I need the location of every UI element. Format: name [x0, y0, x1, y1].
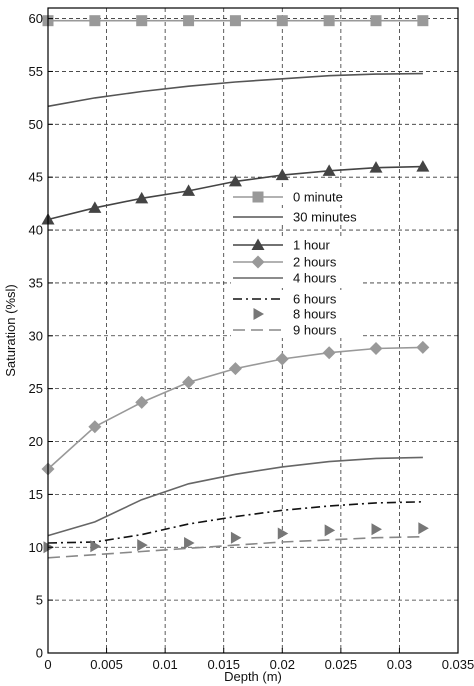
y-tick-label: 55	[29, 64, 43, 79]
legend-label: 0 minute	[293, 190, 343, 205]
marker-2-hours	[322, 346, 336, 360]
marker-0-minute	[370, 15, 382, 27]
series-line-4-hours	[47, 456, 423, 537]
series-lines	[47, 19, 423, 559]
marker-8-hours	[324, 524, 336, 537]
marker-1-hour	[135, 191, 149, 204]
legend-entry-2-hours: 2 hours	[231, 253, 361, 270]
legend-label: 6 hours	[293, 292, 337, 307]
y-tick-label: 25	[29, 381, 43, 396]
legend-marker-sample	[252, 191, 264, 203]
marker-1-hour	[88, 201, 102, 213]
marker-2-hours	[135, 395, 149, 409]
x-tick-label: 0.01	[152, 657, 177, 672]
y-tick-label: 0	[36, 646, 43, 661]
marker-8-hours	[277, 527, 289, 540]
y-tick-label: 60	[29, 11, 43, 26]
legend-entry-4-hours: 4 hours	[231, 269, 361, 286]
legend-label: 8 hours	[293, 307, 337, 322]
marker-0-minute	[276, 15, 288, 27]
marker-2-hours	[416, 340, 430, 354]
legend-label: 4 hours	[293, 271, 337, 286]
legend-marker-sample	[251, 255, 265, 269]
x-tick-label: 0.015	[207, 657, 240, 672]
marker-1-hour	[416, 160, 430, 172]
x-tick-label: 0.02	[270, 657, 295, 672]
legend-entry-8-hours: 8 hours	[231, 305, 361, 322]
x-tick-label: 0.03	[387, 657, 412, 672]
legend-marker-sample	[253, 308, 264, 320]
x-tick-label: 0.025	[325, 657, 358, 672]
legend-entry-30-minutes: 30 minutes	[231, 208, 361, 225]
plot-frame	[47, 7, 459, 654]
y-tick-label: 30	[29, 328, 43, 343]
marker-0-minute	[229, 15, 241, 27]
legend-entry-9-hours: 9 hours	[231, 321, 361, 338]
marker-1-hour	[228, 174, 242, 187]
x-tick-label: 0.035	[442, 657, 474, 672]
y-tick-labels: 0 5 10 15 20 25 30 35 40 45 50 55 60	[29, 11, 43, 660]
legend-entry-6-hours: 6 hours	[231, 290, 361, 307]
marker-2-hours	[88, 420, 102, 434]
series-line-6-hours	[47, 501, 423, 544]
y-tick-label: 50	[29, 117, 43, 132]
y-tick-label: 40	[29, 223, 43, 238]
marker-1-hour	[369, 161, 383, 173]
marker-0-minute	[183, 15, 195, 27]
marker-8-hours	[418, 522, 429, 535]
marker-0-minute	[89, 15, 101, 27]
y-tick-label: 20	[29, 434, 43, 449]
y-tick-label: 45	[29, 170, 43, 185]
legend-marker-sample	[251, 238, 265, 250]
marker-1-hour	[322, 164, 336, 176]
legend-entry-background	[231, 253, 361, 270]
legend-entry-background	[231, 305, 361, 322]
marker-2-hours	[369, 341, 383, 355]
x-tick-label: 0	[44, 657, 51, 672]
marker-0-minute	[136, 15, 148, 27]
y-tick-label: 35	[29, 275, 43, 290]
y-tick-label: 10	[29, 540, 43, 555]
series-line-9-hours	[47, 535, 423, 559]
marker-1-hour	[182, 184, 196, 196]
marker-0-minute	[323, 15, 335, 27]
marker-8-hours	[90, 540, 101, 553]
legend-entry-0-minute: 0 minute	[231, 188, 361, 205]
marker-8-hours	[137, 539, 148, 552]
marker-8-hours	[371, 523, 382, 536]
legend-entry-background	[231, 290, 361, 307]
legend-label: 9 hours	[293, 323, 337, 338]
x-tick-labels: 0 0.005 0.01 0.015 0.02 0.025 0.03 0.035	[44, 657, 474, 672]
y-tick-label: 5	[36, 593, 43, 608]
marker-8-hours	[184, 537, 195, 550]
y-tick-label: 15	[29, 487, 43, 502]
marker-1-hour	[275, 168, 289, 181]
y-axis-title: Saturation (%sl)	[3, 284, 18, 376]
legend-entry-background	[231, 321, 361, 338]
legend-label: 30 minutes	[293, 210, 357, 225]
x-tick-label: 0.005	[90, 657, 123, 672]
marker-2-hours	[182, 375, 196, 389]
marker-0-minute	[417, 15, 429, 27]
legend-entry-background	[231, 208, 361, 225]
marker-2-hours	[275, 352, 289, 366]
legend-label: 2 hours	[293, 255, 337, 270]
legend-entry-1-hour: 1 hour	[231, 236, 361, 253]
x-axis-title: Depth (m)	[224, 669, 282, 684]
legend-entry-background	[231, 269, 361, 286]
series-line-30-minutes	[47, 72, 423, 108]
marker-2-hours	[228, 362, 242, 376]
marker-8-hours	[230, 531, 242, 544]
legend-label: 1 hour	[293, 238, 331, 253]
axis-ticks	[47, 18, 459, 654]
